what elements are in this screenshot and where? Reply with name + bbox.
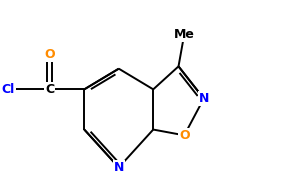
- Text: C: C: [45, 83, 55, 96]
- Text: O: O: [44, 48, 55, 61]
- Text: O: O: [179, 129, 190, 142]
- Text: Me: Me: [174, 28, 195, 41]
- Text: N: N: [199, 92, 209, 105]
- Text: Cl: Cl: [2, 83, 15, 96]
- Text: N: N: [114, 161, 124, 174]
